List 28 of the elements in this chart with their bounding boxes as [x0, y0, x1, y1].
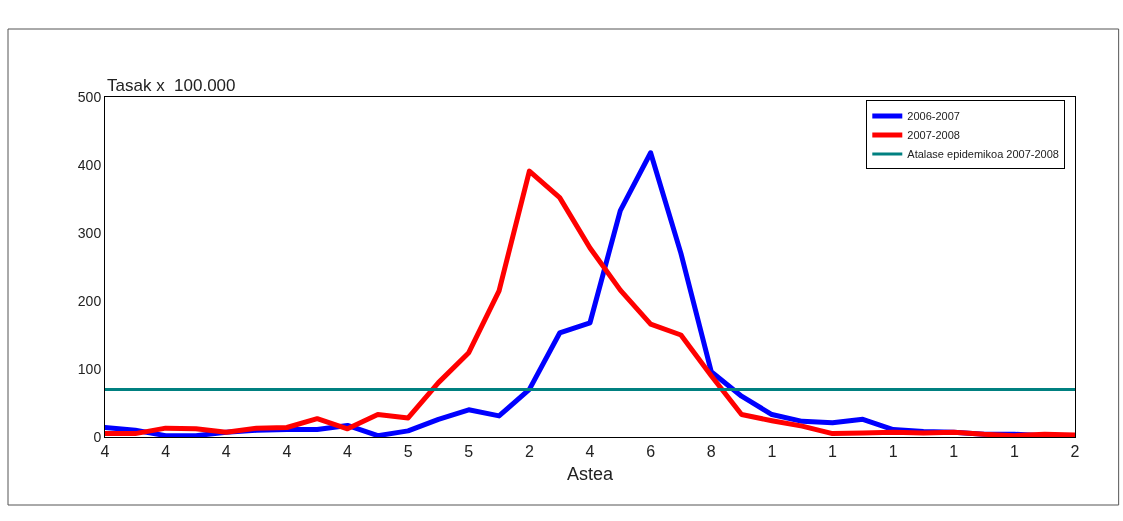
x-tick-label: 6	[646, 443, 656, 461]
x-tick-label: 4	[585, 443, 595, 461]
legend-label: Atalase epidemikoa 2007-2008	[907, 148, 1059, 161]
x-tick-label: 8	[706, 443, 716, 461]
y-tick-label: 300	[77, 224, 102, 241]
x-axis-title: Astea	[566, 464, 614, 485]
x-tick-label: 5	[464, 443, 474, 461]
x-tick-label: 4	[100, 443, 110, 461]
y-tick-label: 100	[77, 360, 102, 377]
x-tick-label: 1	[828, 443, 838, 461]
x-tick-label: 4	[161, 443, 171, 461]
x-tick-label: 2	[1070, 443, 1080, 461]
x-tick-label: 1	[767, 443, 777, 461]
x-tick-label: 4	[221, 443, 231, 461]
x-tick-label: 4	[343, 443, 353, 461]
x-tick-label: 1	[949, 443, 959, 461]
legend-label: 2007-2008	[907, 129, 960, 142]
x-tick-label: 1	[1009, 443, 1019, 461]
x-tick-label: 2	[524, 443, 534, 461]
y-tick-label: 400	[77, 156, 102, 173]
x-tick-label: 1	[888, 443, 898, 461]
y-tick-label: 500	[77, 88, 102, 105]
x-tick-label: 5	[403, 443, 413, 461]
y-tick-label: 0	[93, 428, 102, 445]
y-axis-title: Tasak x 100.000	[107, 76, 236, 95]
y-tick-label: 200	[77, 292, 102, 309]
legend-label: 2006-2007	[907, 110, 960, 123]
x-tick-label: 4	[282, 443, 292, 461]
